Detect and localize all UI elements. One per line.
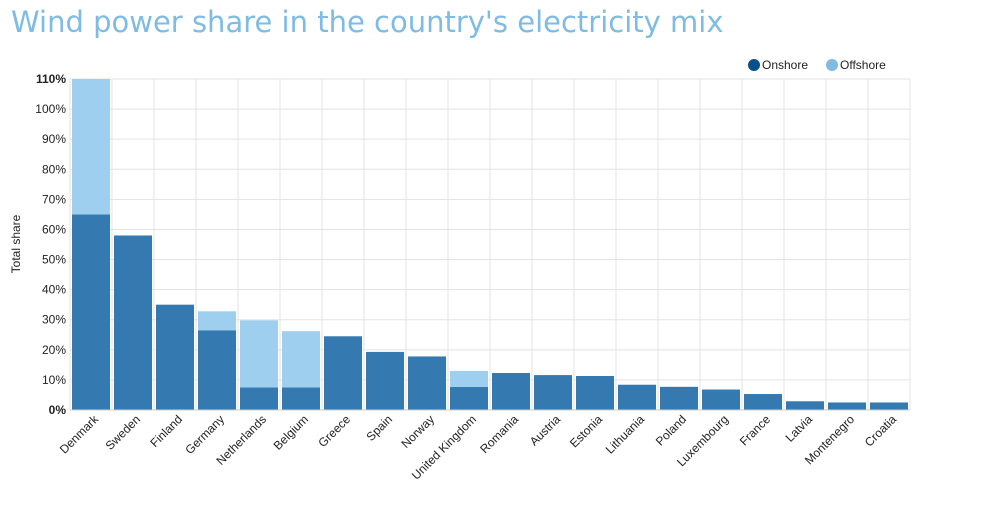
- bar-onshore: [72, 214, 110, 410]
- legend-offshore-marker: [826, 59, 838, 71]
- bar-onshore: [618, 384, 656, 410]
- bar-onshore: [576, 375, 614, 410]
- x-tick-label: Norway: [398, 412, 437, 451]
- bar-onshore: [114, 235, 152, 410]
- bar-offshore: [450, 370, 488, 387]
- y-axis-label: Total share: [9, 214, 23, 273]
- bars-layer: [70, 79, 910, 411]
- bar-offshore: [240, 320, 278, 388]
- y-tick-label: 20%: [42, 343, 66, 357]
- legend-onshore-label: Onshore: [762, 58, 808, 72]
- bar-offshore: [72, 79, 110, 215]
- y-tick-label: 80%: [42, 162, 66, 176]
- bar-onshore: [786, 401, 824, 410]
- y-tick-label: 60%: [42, 222, 66, 236]
- y-tick-label: 0%: [49, 403, 67, 417]
- y-tick-label: 10%: [42, 373, 66, 387]
- x-tick-label: Poland: [653, 412, 689, 448]
- x-tick-label: Spain: [364, 412, 396, 444]
- x-tick-label: France: [737, 412, 774, 449]
- y-tick-label: 50%: [42, 253, 66, 267]
- y-tick-label: 40%: [42, 283, 66, 297]
- x-tick-label: Estonia: [567, 412, 605, 450]
- x-tick-label: Belgium: [271, 412, 312, 453]
- x-tick-label: Denmark: [57, 412, 102, 457]
- bar-onshore: [408, 356, 446, 410]
- bar-onshore: [450, 386, 488, 410]
- bar-offshore: [198, 311, 236, 331]
- y-tick-label: 70%: [42, 192, 66, 206]
- y-tick-label: 110%: [36, 72, 66, 86]
- bar-onshore: [282, 387, 320, 410]
- x-tick-label: Sweden: [103, 412, 144, 453]
- grid-layer: [69, 78, 911, 411]
- x-tick-label: Croatia: [862, 412, 899, 449]
- x-tick-label: Greece: [315, 412, 353, 450]
- x-tick-label: Austria: [527, 412, 564, 449]
- legend-offshore-label: Offshore: [840, 58, 886, 72]
- x-tick-label: Lithuania: [603, 412, 648, 457]
- bar-onshore: [366, 351, 404, 410]
- bar-onshore: [156, 304, 194, 410]
- bar-onshore: [660, 386, 698, 410]
- chart-title: Wind power share in the country's electr…: [11, 5, 724, 39]
- bar-onshore: [198, 330, 236, 410]
- legend-onshore-marker: [748, 59, 760, 71]
- y-tick-labels: 0% 10% 20% 30% 40% 50% 60% 70% 80% 90% 100% 110%: [35, 72, 66, 417]
- x-tick-label: Romania: [477, 412, 521, 456]
- bar-onshore: [702, 389, 740, 410]
- bar-onshore: [744, 394, 782, 410]
- x-tick-label: Latvia: [783, 412, 816, 445]
- bar-onshore: [240, 387, 278, 410]
- y-tick-label: 30%: [42, 313, 66, 327]
- y-tick-label: 100%: [35, 102, 66, 116]
- x-tick-label: Finland: [147, 412, 185, 450]
- bar-onshore: [324, 336, 362, 410]
- legend: Onshore Offshore: [748, 58, 886, 72]
- bar-onshore: [870, 402, 908, 410]
- y-tick-label: 90%: [42, 132, 66, 146]
- bar-onshore: [492, 372, 530, 410]
- bar-onshore: [534, 375, 572, 410]
- bar-onshore: [828, 402, 866, 410]
- bar-offshore: [282, 331, 320, 388]
